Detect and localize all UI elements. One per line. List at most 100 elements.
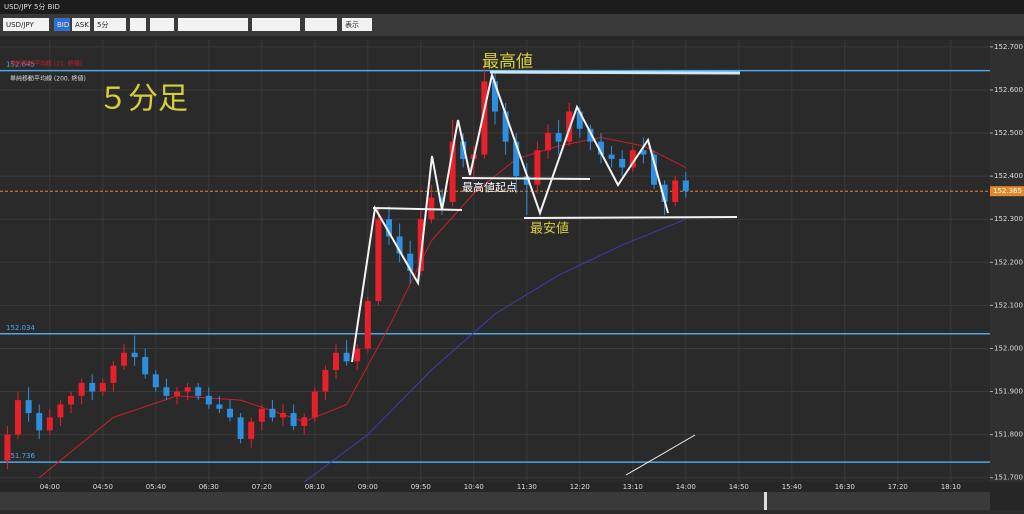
- view-select[interactable]: [342, 18, 372, 31]
- candle-body: [237, 417, 244, 439]
- candle-body: [4, 434, 11, 461]
- candle-body: [142, 357, 149, 375]
- level-label: 152.034: [6, 324, 35, 332]
- candle-body: [25, 400, 32, 414]
- x-tick-label: 16:30: [835, 483, 855, 491]
- candle-body: [523, 176, 530, 185]
- candle-body: [152, 374, 159, 388]
- candle-body: [227, 408, 234, 418]
- candle-body: [68, 395, 75, 405]
- level-label: 152.645: [6, 61, 35, 69]
- candle-body: [481, 81, 488, 155]
- window-title: USD/JPY 5分 BID: [4, 2, 60, 11]
- price-axis: [990, 40, 1024, 482]
- x-tick-label: 06:30: [199, 483, 219, 491]
- candle-body: [290, 413, 297, 426]
- tool-button[interactable]: [150, 18, 174, 31]
- x-tick-label: 10:40: [464, 483, 484, 491]
- y-tick-label: 151.800: [994, 431, 1023, 439]
- level-label: 151.736: [6, 452, 35, 460]
- candle-body: [492, 81, 498, 112]
- candle-body: [333, 352, 340, 370]
- candle-body: [629, 150, 636, 168]
- last-price-box: [990, 186, 1024, 197]
- x-tick-label: 18:10: [941, 483, 961, 491]
- candle-body: [608, 154, 615, 159]
- candle-body: [513, 141, 520, 177]
- interval: 5分: [97, 20, 108, 29]
- x-tick-label: 14:00: [676, 483, 696, 491]
- candle-body: [417, 219, 424, 271]
- candle-body: [650, 154, 657, 185]
- symbol: USD/JPY: [6, 21, 34, 29]
- drawn-line: [625, 434, 696, 476]
- candle-body: [597, 141, 604, 155]
- candle-body: [57, 404, 64, 418]
- drawings: [351, 70, 741, 476]
- legend-entry: 単純移動平均線 (21, 終値): [10, 60, 82, 68]
- candle-body: [396, 236, 403, 254]
- x-tick-label: 12:20: [570, 483, 590, 491]
- candle-body: [354, 348, 361, 362]
- candle-body: [184, 387, 191, 392]
- y-tick-label: 151.900: [994, 388, 1023, 396]
- candle-body: [36, 413, 43, 431]
- x-tick-label: 14:50: [729, 483, 749, 491]
- candle-body: [131, 352, 138, 358]
- candle-body: [301, 417, 308, 426]
- last-price-label: 152.365: [993, 187, 1022, 195]
- candle-body: [386, 219, 393, 237]
- candle-body: [534, 150, 541, 185]
- candle-body: [205, 395, 212, 405]
- candle-body: [640, 150, 647, 155]
- candle-body: [587, 128, 594, 142]
- y-tick-label: 152.400: [994, 172, 1023, 180]
- bid-button[interactable]: [54, 18, 70, 31]
- timeframe-label: ５分足: [98, 82, 188, 117]
- navigator: [0, 492, 990, 510]
- candle-body: [364, 301, 371, 349]
- high-label: 最高値: [482, 52, 533, 72]
- candle-body: [322, 369, 329, 392]
- symbol-select[interactable]: [3, 18, 49, 31]
- tool-button[interactable]: [130, 18, 146, 31]
- navigator-handle[interactable]: [764, 492, 767, 510]
- drawn-line: [489, 70, 741, 75]
- candle-body: [661, 184, 668, 202]
- candle-body: [682, 180, 689, 192]
- candle-body: [89, 382, 96, 392]
- candle-body: [311, 391, 318, 418]
- y-tick-label: 152.300: [994, 215, 1023, 223]
- candle-body: [439, 197, 446, 202]
- y-tick-label: 152.600: [994, 86, 1023, 94]
- candle-body: [619, 158, 626, 168]
- tool-group[interactable]: [178, 18, 248, 31]
- drawn-line: [461, 177, 591, 180]
- y-tick-label: 152.700: [994, 43, 1023, 51]
- candle-body: [555, 133, 562, 142]
- interval-select[interactable]: [94, 18, 126, 31]
- candle-body: [502, 111, 509, 142]
- candle-body: [216, 404, 223, 409]
- high-origin-label: 最高値起点: [462, 180, 517, 194]
- x-tick-label: 04:00: [40, 483, 60, 491]
- candle-body: [343, 352, 350, 362]
- ask-button[interactable]: [72, 18, 90, 31]
- tool-group[interactable]: [252, 18, 300, 31]
- candle-body: [258, 408, 265, 422]
- candle-body: [174, 391, 181, 396]
- candle-body: [449, 141, 456, 202]
- x-tick-label: 11:30: [517, 483, 537, 491]
- candle-body: [99, 382, 106, 392]
- y-tick-label: 152.100: [994, 301, 1023, 309]
- ask: ASK: [75, 21, 89, 29]
- view: 表示: [345, 20, 359, 29]
- low-label: 最安値: [530, 221, 569, 237]
- x-tick-label: 05:40: [146, 483, 166, 491]
- x-tick-label: 04:50: [93, 483, 113, 491]
- candle-body: [248, 421, 255, 439]
- y-tick-label: 152.500: [994, 129, 1023, 137]
- tool-button[interactable]: [305, 18, 337, 31]
